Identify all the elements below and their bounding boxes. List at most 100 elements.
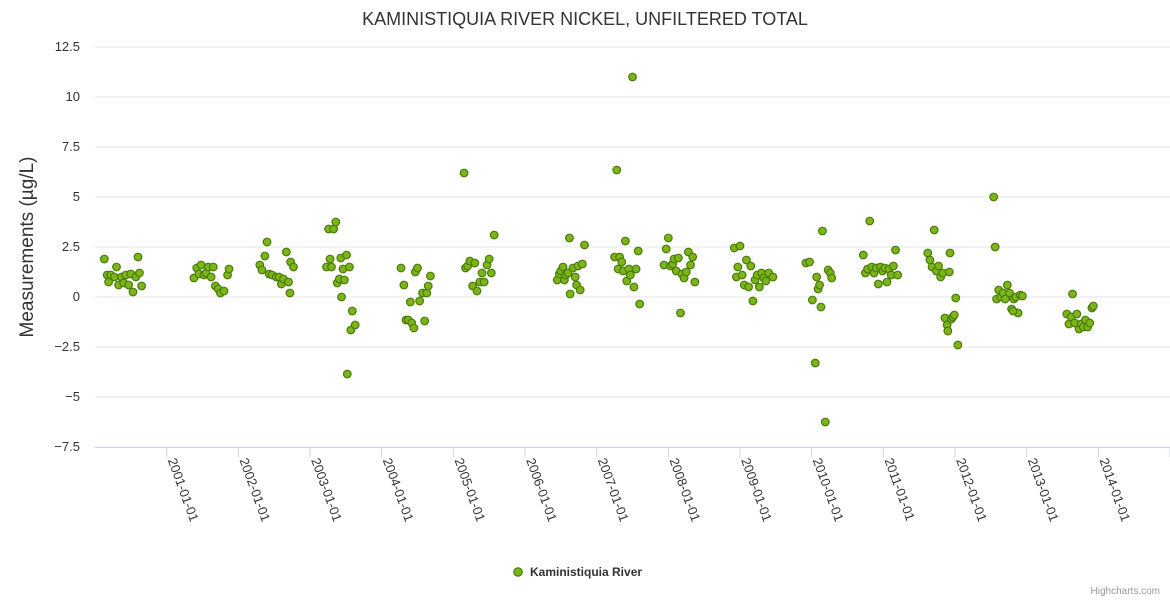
data-point[interactable]: [342, 250, 351, 260]
data-point[interactable]: [631, 264, 641, 274]
data-point[interactable]: [612, 165, 622, 175]
data-point[interactable]: [340, 275, 349, 285]
data-point[interactable]: [891, 245, 900, 255]
data-point[interactable]: [124, 280, 134, 290]
data-point[interactable]: [807, 295, 817, 305]
data-point[interactable]: [208, 262, 218, 272]
data-point[interactable]: [873, 279, 883, 289]
data-point[interactable]: [409, 323, 419, 333]
data-point[interactable]: [1088, 301, 1098, 311]
data-point[interactable]: [733, 262, 743, 272]
data-point[interactable]: [413, 263, 422, 273]
data-point[interactable]: [816, 302, 826, 312]
data-point[interactable]: [260, 251, 270, 261]
data-point[interactable]: [951, 293, 961, 303]
data-point[interactable]: [565, 233, 574, 243]
data-point[interactable]: [405, 297, 415, 307]
data-point[interactable]: [625, 270, 635, 280]
data-point[interactable]: [420, 316, 430, 326]
data-point[interactable]: [133, 252, 143, 262]
data-point[interactable]: [224, 264, 234, 274]
data-point[interactable]: [815, 280, 824, 290]
data-point[interactable]: [990, 242, 1000, 252]
data-point[interactable]: [459, 168, 469, 178]
data-point[interactable]: [1005, 288, 1014, 298]
data-point[interactable]: [422, 288, 432, 298]
data-point[interactable]: [1085, 318, 1095, 328]
data-point[interactable]: [472, 286, 482, 296]
data-point[interactable]: [944, 267, 954, 277]
data-point[interactable]: [575, 285, 585, 295]
data-point[interactable]: [580, 240, 589, 250]
data-point[interactable]: [99, 254, 109, 264]
data-point[interactable]: [281, 247, 291, 257]
data-point[interactable]: [663, 233, 673, 243]
data-point[interactable]: [810, 358, 820, 368]
data-point[interactable]: [633, 246, 643, 256]
data-point[interactable]: [820, 417, 830, 427]
data-point[interactable]: [989, 192, 999, 202]
data-point[interactable]: [396, 263, 406, 273]
data-point[interactable]: [1008, 306, 1018, 316]
data-point[interactable]: [690, 277, 700, 287]
data-point[interactable]: [746, 261, 756, 271]
data-point[interactable]: [470, 258, 480, 268]
data-point[interactable]: [681, 267, 691, 277]
data-point[interactable]: [805, 257, 814, 267]
data-point[interactable]: [331, 217, 341, 227]
data-point[interactable]: [484, 254, 494, 264]
data-point[interactable]: [128, 287, 138, 297]
data-point[interactable]: [565, 289, 575, 299]
data-point[interactable]: [327, 262, 336, 272]
data-point[interactable]: [489, 230, 499, 240]
data-point[interactable]: [262, 237, 272, 247]
data-point[interactable]: [109, 272, 119, 282]
data-point[interactable]: [865, 216, 875, 226]
data-point[interactable]: [570, 272, 580, 282]
data-point[interactable]: [629, 282, 639, 292]
data-point[interactable]: [812, 272, 822, 282]
data-point[interactable]: [423, 281, 433, 291]
credits-link[interactable]: Highcharts.com: [1091, 586, 1160, 597]
data-point[interactable]: [688, 252, 698, 262]
data-point[interactable]: [949, 310, 959, 320]
data-point[interactable]: [882, 277, 892, 287]
data-point[interactable]: [342, 369, 352, 379]
data-point[interactable]: [676, 308, 685, 318]
data-point[interactable]: [1068, 289, 1077, 299]
data-point[interactable]: [742, 255, 751, 265]
data-point[interactable]: [399, 280, 409, 290]
data-point[interactable]: [635, 299, 645, 309]
data-point[interactable]: [325, 254, 335, 264]
data-point[interactable]: [858, 250, 868, 260]
data-point[interactable]: [479, 277, 489, 287]
legend[interactable]: Kaministiquia River: [513, 565, 643, 579]
data-point[interactable]: [285, 288, 295, 298]
data-point[interactable]: [827, 273, 837, 283]
legend-label[interactable]: Kaministiquia River: [530, 565, 642, 579]
data-point[interactable]: [347, 306, 357, 316]
data-point[interactable]: [888, 261, 898, 271]
data-point[interactable]: [196, 260, 206, 270]
data-point[interactable]: [748, 296, 758, 306]
data-point[interactable]: [673, 253, 683, 263]
data-point[interactable]: [735, 241, 745, 251]
data-point[interactable]: [934, 261, 943, 271]
data-point[interactable]: [737, 270, 747, 280]
data-point[interactable]: [577, 259, 587, 269]
data-point[interactable]: [953, 340, 963, 350]
data-point[interactable]: [257, 265, 267, 275]
data-point[interactable]: [426, 271, 435, 281]
data-point[interactable]: [945, 248, 955, 258]
data-point[interactable]: [686, 260, 695, 270]
data-point[interactable]: [761, 276, 771, 286]
data-point[interactable]: [477, 268, 487, 278]
data-point[interactable]: [135, 268, 144, 278]
data-point[interactable]: [628, 72, 637, 82]
data-point[interactable]: [661, 244, 671, 254]
data-point[interactable]: [1072, 309, 1082, 319]
data-point[interactable]: [1017, 291, 1027, 301]
data-point[interactable]: [893, 270, 903, 280]
data-point[interactable]: [337, 292, 346, 302]
data-point[interactable]: [486, 268, 496, 278]
